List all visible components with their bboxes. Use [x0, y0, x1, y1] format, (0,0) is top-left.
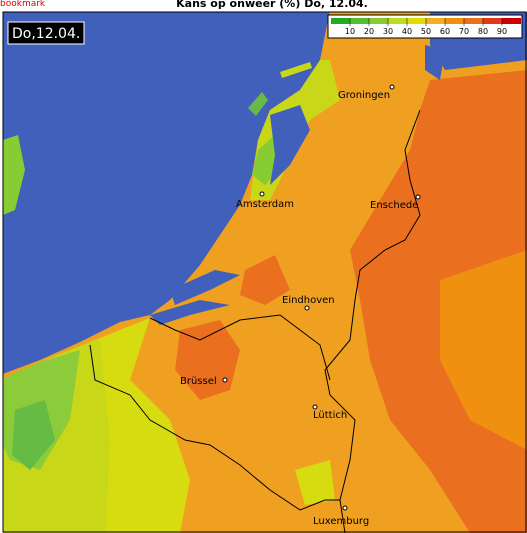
city-dot	[389, 84, 395, 90]
zone-dark-orange	[240, 255, 290, 305]
city-dot	[304, 305, 310, 311]
legend-tick-label: 40	[402, 27, 412, 36]
legend-swatch	[445, 18, 464, 24]
wadden-island	[248, 92, 268, 116]
legend-tick-label: 10	[345, 27, 355, 36]
ems-water	[425, 45, 445, 80]
city-label: Brüssel	[180, 376, 217, 387]
legend-swatch	[426, 18, 445, 24]
date-label: Do,12.04.	[12, 26, 80, 42]
legend-tick-label: 20	[364, 27, 374, 36]
bookmark-link[interactable]: bookmark	[0, 0, 46, 9]
wadden-island	[280, 62, 312, 78]
zeeland-water	[170, 270, 240, 305]
city-label: Amsterdam	[236, 199, 294, 210]
zone-green	[12, 400, 55, 470]
legend-swatch	[350, 18, 369, 24]
title: Kans op onweer (%) Do, 12.04.	[176, 0, 368, 10]
city-label: Lüttich	[313, 410, 347, 421]
zeeland-water	[150, 300, 230, 325]
legend-swatch	[407, 18, 426, 24]
legend-swatch	[369, 18, 388, 24]
city-dot	[222, 377, 228, 383]
legend-tick-label: 80	[478, 27, 488, 36]
zone-yellow	[100, 318, 190, 533]
legend: 10 20 30 40 50 60 70 80 90	[331, 18, 521, 36]
city-label: Eindhoven	[282, 295, 335, 306]
legend-tick-label: 30	[383, 27, 393, 36]
legend-swatch	[502, 18, 521, 24]
legend-tick-label: 50	[421, 27, 431, 36]
borders	[89, 109, 421, 533]
city-dot	[312, 404, 318, 410]
legend-swatch	[464, 18, 483, 24]
map-frame	[2, 11, 527, 533]
legend-tick-label: 60	[440, 27, 450, 36]
legend-tick-label: 90	[497, 27, 507, 36]
city-dot	[259, 191, 265, 197]
date-box	[7, 21, 85, 45]
legend-swatch	[483, 18, 502, 24]
ijsselmeer	[270, 105, 310, 185]
city-dot	[342, 505, 348, 511]
city-label: Groningen	[338, 90, 390, 101]
zone-yellow-sm	[295, 460, 335, 505]
zone-orange	[440, 250, 527, 450]
city-dot	[415, 194, 421, 200]
city-label: Luxemburg	[313, 516, 369, 527]
legend-swatch	[331, 18, 350, 24]
legend-swatch	[388, 18, 407, 24]
legend-tick-label: 70	[459, 27, 469, 36]
city-label: Enschede	[370, 200, 418, 211]
land-uk	[3, 135, 25, 215]
cities: Groningen Amsterdam Enschede Eindhoven B…	[180, 84, 421, 527]
